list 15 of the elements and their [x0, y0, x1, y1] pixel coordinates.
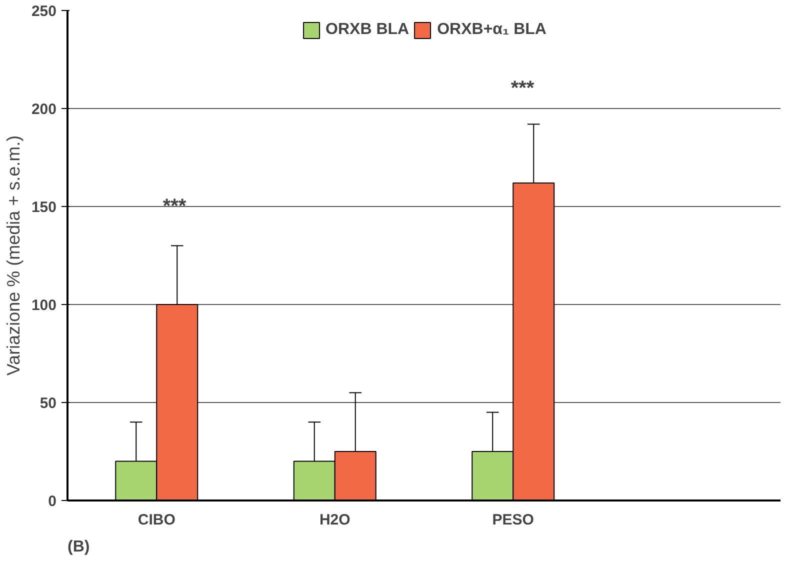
- x-tick-label: CIBO: [138, 512, 176, 528]
- y-tick-label: 250: [31, 3, 57, 20]
- text: (B): [68, 538, 90, 556]
- y-axis-title: Variazione % (media + s.e.m.): [3, 135, 24, 376]
- x-tick-label: H2O: [319, 512, 351, 528]
- legend-label: ORXB BLA: [326, 21, 410, 39]
- y-tick-label: 150: [31, 199, 57, 216]
- y-tick-label: 100: [31, 297, 57, 314]
- y-tick-label: 0: [48, 493, 56, 510]
- y-tick-label: 50: [40, 395, 57, 412]
- annotation: ***: [162, 196, 186, 218]
- legend-label: ORXB+α₁ BLA: [437, 21, 546, 39]
- y-tick-label: 200: [31, 101, 57, 118]
- x-tick-label: PESO: [492, 512, 534, 528]
- annotation: ***: [510, 78, 534, 100]
